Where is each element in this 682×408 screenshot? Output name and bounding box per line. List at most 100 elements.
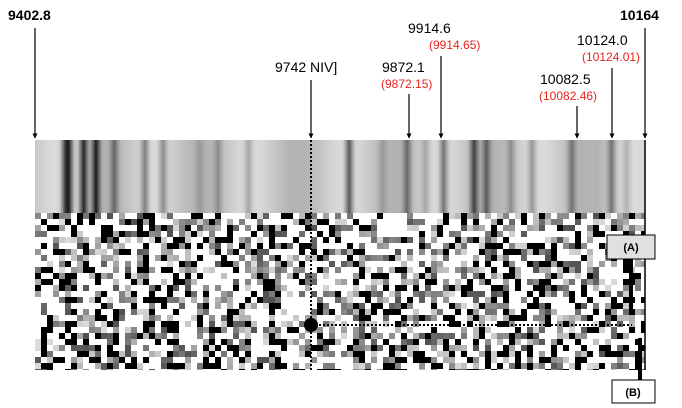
noise-pixel: [239, 345, 245, 351]
noise-pixel: [59, 225, 65, 231]
noise-pixel: [371, 357, 377, 363]
noise-pixel: [395, 267, 401, 273]
noise-pixel: [617, 315, 623, 321]
noise-pixel: [569, 261, 575, 267]
noise-pixel: [53, 345, 59, 351]
noise-pixel: [95, 249, 101, 255]
noise-pixel: [113, 255, 119, 261]
noise-pixel: [407, 303, 413, 309]
noise-pixel: [137, 279, 143, 285]
noise-pixel: [185, 321, 191, 327]
noise-pixel: [527, 249, 533, 255]
noise-pixel: [485, 363, 491, 369]
noise-pixel: [335, 279, 341, 285]
noise-pixel: [239, 357, 245, 363]
noise-pixel: [329, 231, 335, 237]
noise-pixel: [503, 357, 509, 363]
noise-pixel: [533, 219, 539, 225]
noise-pixel: [419, 351, 425, 357]
noise-pixel: [245, 213, 251, 219]
noise-pixel: [335, 369, 341, 370]
noise-pixel: [101, 303, 107, 309]
noise-pixel: [59, 279, 65, 285]
noise-pixel: [437, 333, 443, 339]
noise-pixel: [107, 345, 113, 351]
noise-pixel: [377, 291, 383, 297]
noise-pixel: [197, 303, 203, 309]
noise-pixel: [197, 309, 203, 315]
noise-pixel: [365, 231, 371, 237]
noise-pixel: [167, 357, 173, 363]
noise-pixel: [227, 249, 233, 255]
noise-pixel: [431, 249, 437, 255]
noise-pixel: [443, 267, 449, 273]
noise-pixel: [209, 237, 215, 243]
noise-pixel: [371, 303, 377, 309]
noise-pixel: [65, 339, 71, 345]
noise-pixel: [425, 285, 431, 291]
noise-pixel: [611, 279, 617, 285]
noise-pixel: [443, 291, 449, 297]
noise-pixel: [113, 351, 119, 357]
noise-pixel: [569, 363, 575, 369]
noise-pixel: [227, 321, 233, 327]
noise-pixel: [101, 255, 107, 261]
noise-pixel: [299, 333, 305, 339]
noise-pixel: [623, 297, 629, 303]
noise-pixel: [281, 309, 287, 315]
noise-pixel: [143, 249, 149, 255]
noise-pixel: [509, 333, 515, 339]
noise-pixel: [353, 273, 359, 279]
noise-pixel: [263, 225, 269, 231]
noise-pixel: [125, 333, 131, 339]
noise-pixel: [59, 261, 65, 267]
noise-pixel: [209, 267, 215, 273]
noise-pixel: [629, 327, 635, 333]
noise-pixel: [491, 351, 497, 357]
noise-pixel: [443, 357, 449, 363]
noise-pixel: [527, 327, 533, 333]
noise-pixel: [263, 333, 269, 339]
noise-pixel: [227, 369, 233, 370]
noise-pixel: [311, 249, 317, 255]
noise-pixel: [89, 267, 95, 273]
noise-pixel: [71, 249, 77, 255]
noise-pixel: [359, 225, 365, 231]
noise-pixel: [329, 363, 335, 369]
noise-pixel: [587, 225, 593, 231]
noise-pixel: [605, 345, 611, 351]
noise-pixel: [113, 231, 119, 237]
noise-pixel: [359, 369, 365, 370]
noise-pixel: [353, 339, 359, 345]
noise-pixel: [167, 267, 173, 273]
noise-pixel: [641, 351, 645, 357]
noise-pixel: [275, 291, 281, 297]
noise-pixel: [119, 219, 125, 225]
noise-pixel: [407, 219, 413, 225]
noise-pixel: [323, 351, 329, 357]
noise-pixel: [539, 291, 545, 297]
noise-pixel: [83, 255, 89, 261]
noise-pixel: [245, 339, 251, 345]
noise-pixel: [53, 285, 59, 291]
noise-pixel: [257, 249, 263, 255]
noise-pixel: [221, 273, 227, 279]
noise-pixel: [143, 243, 149, 249]
noise-pixel: [101, 363, 107, 369]
noise-pixel: [581, 333, 587, 339]
noise-pixel: [401, 303, 407, 309]
noise-pixel: [485, 231, 491, 237]
noise-pixel: [545, 213, 551, 219]
noise-pixel: [515, 339, 521, 345]
noise-pixel: [521, 249, 527, 255]
noise-pixel: [59, 297, 65, 303]
noise-pixel: [365, 285, 371, 291]
noise-pixel: [101, 321, 107, 327]
noise-pixel: [641, 369, 645, 370]
noise-pixel: [281, 231, 287, 237]
noise-pixel: [353, 309, 359, 315]
noise-pixel: [83, 261, 89, 267]
noise-pixel: [317, 327, 323, 333]
noise-pixel: [329, 291, 335, 297]
noise-pixel: [611, 219, 617, 225]
